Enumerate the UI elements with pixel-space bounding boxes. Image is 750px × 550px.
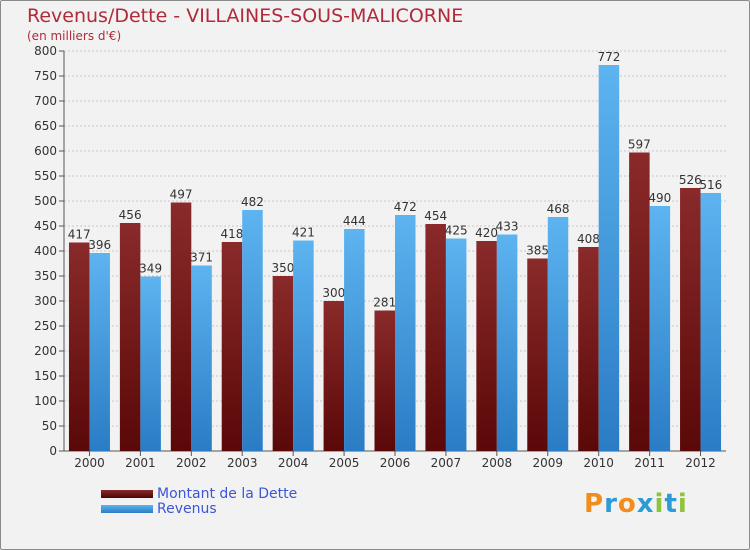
- bar-dette-2003: [221, 242, 243, 451]
- legend-swatch-revenus: [101, 505, 153, 513]
- data-label-dette-2006: 281: [373, 296, 396, 310]
- bar-revenus-2003: [242, 210, 263, 451]
- bar-revenus-2011: [649, 206, 671, 451]
- bar-revenus-2012: [700, 193, 722, 451]
- y-tick-label: 50: [42, 419, 57, 433]
- bar-dette-2007: [425, 224, 446, 451]
- data-label-dette-2011: 597: [628, 138, 651, 152]
- data-label-dette-2010: 408: [577, 232, 600, 246]
- data-label-revenus-2008: 433: [496, 220, 519, 234]
- bar-revenus-2005: [344, 229, 365, 451]
- x-tick-label-2005: 2005: [329, 456, 360, 470]
- data-label-revenus-2004: 421: [292, 226, 315, 240]
- bar-dette-2009: [527, 258, 548, 451]
- logo-letter: i: [654, 489, 665, 519]
- data-label-revenus-2002: 371: [190, 251, 213, 265]
- x-tick-label-2012: 2012: [685, 456, 716, 470]
- data-label-revenus-2001: 349: [139, 262, 162, 276]
- x-tick-label-2006: 2006: [380, 456, 411, 470]
- logo-letter: x: [636, 489, 655, 519]
- data-label-revenus-2003: 482: [241, 195, 264, 209]
- bar-dette-2010: [578, 247, 599, 451]
- chart-subtitle: (en milliers d'€): [27, 29, 122, 43]
- bar-dette-2011: [629, 152, 650, 451]
- chart-title: Revenus/Dette - VILLAINES-SOUS-MALICORNE: [27, 5, 464, 27]
- bar-revenus-2010: [598, 65, 620, 451]
- y-tick-label: 500: [34, 194, 57, 208]
- y-tick-label: 700: [34, 94, 57, 108]
- x-tick-label-2003: 2003: [227, 456, 258, 470]
- x-tick-label-2002: 2002: [176, 456, 207, 470]
- x-tick-label-2009: 2009: [532, 456, 563, 470]
- data-label-dette-2004: 350: [271, 261, 294, 275]
- data-label-revenus-2007: 425: [445, 224, 468, 238]
- y-tick-label: 750: [34, 69, 57, 83]
- data-label-dette-2002: 497: [170, 188, 193, 202]
- bar-dette-2004: [272, 276, 294, 451]
- bar-revenus-2000: [89, 253, 110, 451]
- x-tick-label-2007: 2007: [431, 456, 462, 470]
- x-tick-label-2004: 2004: [278, 456, 309, 470]
- bar-revenus-2001: [140, 276, 161, 451]
- bar-revenus-2002: [191, 265, 212, 451]
- bar-dette-2002: [170, 202, 192, 451]
- proxiti-logo: Proxiti: [584, 489, 688, 519]
- logo-letter: o: [617, 489, 637, 519]
- legend-label-revenus: Revenus: [157, 501, 217, 517]
- x-tick-label-2001: 2001: [125, 456, 156, 470]
- legend-swatch-dette: [101, 490, 153, 498]
- bar-dette-2012: [680, 188, 701, 451]
- x-tick-label-2008: 2008: [482, 456, 513, 470]
- logo-letter: t: [664, 489, 678, 519]
- data-label-dette-2000: 417: [68, 228, 91, 242]
- bar-revenus-2009: [547, 217, 569, 451]
- x-tick-label-2000: 2000: [74, 456, 105, 470]
- bar-dette-2008: [476, 241, 497, 451]
- x-tick-label-2010: 2010: [583, 456, 614, 470]
- data-label-dette-2007: 454: [424, 209, 447, 223]
- data-label-revenus-2009: 468: [547, 202, 570, 216]
- y-tick-label: 0: [49, 444, 57, 458]
- bar-revenus-2007: [445, 238, 467, 451]
- data-label-revenus-2012: 516: [699, 178, 722, 192]
- data-label-revenus-2005: 444: [343, 214, 366, 228]
- legend-label-dette: Montant de la Dette: [157, 486, 298, 502]
- y-tick-label: 550: [34, 169, 57, 183]
- data-label-dette-2001: 456: [119, 208, 142, 222]
- logo-letter: P: [584, 489, 605, 519]
- data-label-dette-2012: 526: [679, 173, 702, 187]
- data-label-revenus-2000: 396: [88, 238, 111, 252]
- y-tick-label: 350: [34, 269, 57, 283]
- bar-revenus-2008: [496, 234, 518, 451]
- data-label-revenus-2010: 772: [597, 50, 620, 64]
- data-label-dette-2008: 420: [475, 226, 498, 240]
- data-label-revenus-2011: 490: [648, 191, 671, 205]
- y-tick-label: 450: [34, 219, 57, 233]
- y-tick-label: 200: [34, 344, 57, 358]
- data-label-dette-2003: 418: [221, 227, 244, 241]
- bar-dette-2001: [119, 223, 141, 451]
- y-tick-label: 300: [34, 294, 57, 308]
- bar-dette-2006: [374, 310, 395, 451]
- bar-revenus-2004: [293, 240, 314, 451]
- y-tick-label: 100: [34, 394, 57, 408]
- y-tick-label: 650: [34, 119, 57, 133]
- y-tick-label: 400: [34, 244, 57, 258]
- data-label-dette-2009: 385: [526, 244, 549, 258]
- x-tick-label-2011: 2011: [634, 456, 665, 470]
- logo-letter: i: [677, 489, 688, 519]
- bar-dette-2005: [323, 301, 345, 451]
- y-tick-label: 250: [34, 319, 57, 333]
- data-label-revenus-2006: 472: [394, 200, 417, 214]
- logo-letter: r: [604, 489, 618, 519]
- y-tick-label: 800: [34, 44, 57, 58]
- data-label-dette-2005: 300: [322, 286, 345, 300]
- bar-dette-2000: [68, 242, 90, 451]
- bar-revenus-2006: [395, 215, 416, 451]
- y-tick-label: 150: [34, 369, 57, 383]
- y-tick-label: 600: [34, 144, 57, 158]
